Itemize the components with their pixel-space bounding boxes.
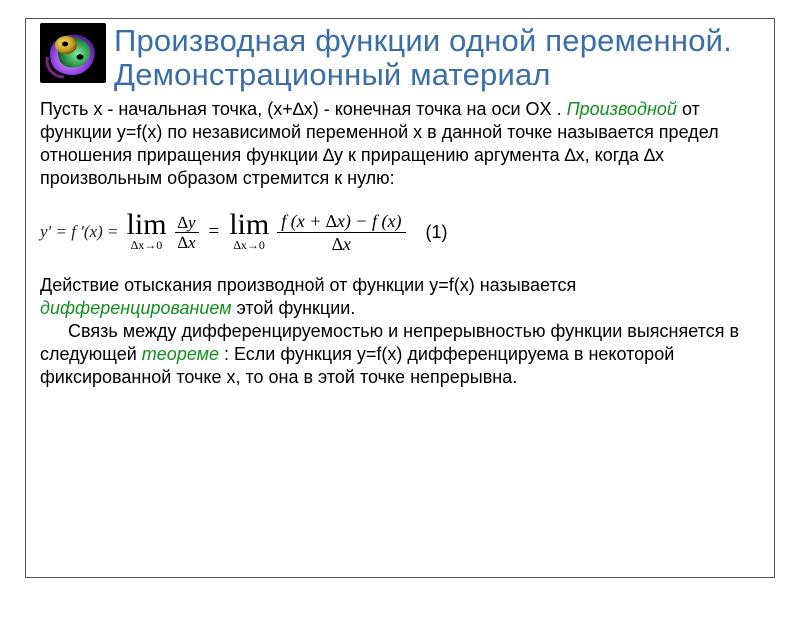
- lim-subscript: ∆x→0: [131, 238, 162, 253]
- frac-num: f (x + ∆x) − f (x): [277, 212, 405, 233]
- frac-den: ∆x: [175, 233, 199, 251]
- paragraph-differentiation: Действие отыскания производной от функци…: [40, 274, 760, 320]
- slide-header: Производная функции одной переменной. Де…: [40, 23, 760, 92]
- lim-subscript: ∆x→0: [234, 238, 265, 253]
- lim-symbol: lim: [229, 211, 269, 238]
- slide-title: Производная функции одной переменной. Де…: [114, 23, 760, 92]
- formula-lhs: y′ = f ′(x) =: [40, 222, 119, 242]
- formula-equals: =: [207, 221, 222, 243]
- text-run: Действие отыскания производной от функци…: [40, 275, 576, 295]
- formula-limit-1: lim ∆x→0: [127, 211, 167, 253]
- frac-den: ∆x: [328, 233, 355, 253]
- formula-derivative: y′ = f ′(x) = lim ∆x→0 ∆y ∆x = lim ∆x→0 …: [40, 204, 760, 260]
- formula-frac-1: ∆y ∆x: [175, 214, 199, 251]
- formula-label: (1): [426, 222, 448, 243]
- formula-frac-2: f (x + ∆x) − f (x) ∆x: [277, 212, 405, 253]
- frac-num: ∆y: [175, 214, 199, 233]
- formula-limit-2: lim ∆x→0: [229, 211, 269, 253]
- slide-container: Производная функции одной переменной. Де…: [25, 18, 775, 578]
- logo-icon: [40, 23, 106, 83]
- text-run: Пусть x - начальная точка, (x+∆x) - коне…: [40, 99, 567, 119]
- paragraph-theorem: Связь между дифференцируемостью и непрер…: [40, 320, 760, 389]
- term-derivative: Производной: [567, 99, 677, 119]
- term-differentiation: дифференцированием: [40, 298, 232, 318]
- paragraph-definition: Пусть x - начальная точка, (x+∆x) - коне…: [40, 98, 760, 190]
- term-theorem: теореме: [142, 344, 219, 364]
- text-run: этой функции.: [237, 298, 356, 318]
- lim-symbol: lim: [127, 211, 167, 238]
